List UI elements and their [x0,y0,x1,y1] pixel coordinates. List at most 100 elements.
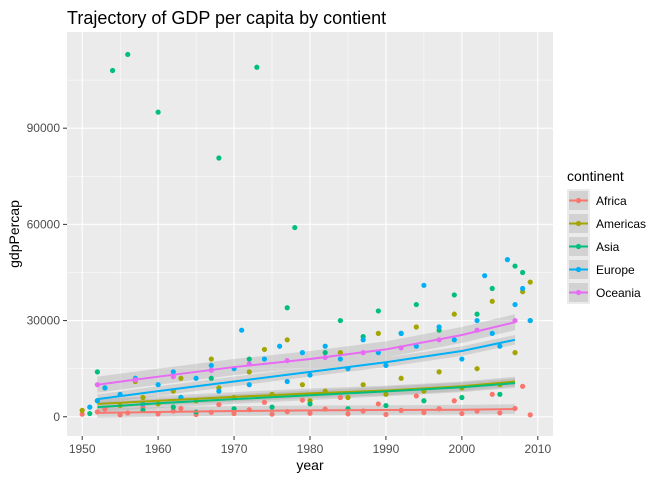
data-point [307,401,313,407]
data-point [451,337,457,343]
data-point [360,337,366,343]
data-point [322,350,328,356]
data-point [322,343,328,349]
data-point [284,337,290,343]
x-tick-label: 1960 [145,442,172,456]
smooth-lines [97,321,516,414]
data-point [474,311,480,317]
data-point [284,305,290,311]
x-tick-label: 1990 [373,442,400,456]
data-point [375,308,381,314]
x-tick-label: 1970 [221,442,248,456]
data-point [375,330,381,336]
data-point [208,362,214,369]
data-point [345,411,351,417]
data-point [482,273,488,279]
data-point [383,391,389,397]
data-point [94,369,100,375]
legend-key-point [575,243,582,250]
data-point [375,401,381,407]
data-point [208,356,214,362]
data-point [421,282,427,288]
data-point [254,64,260,70]
data-point [421,398,427,404]
data-point [102,406,108,412]
y-tick-label: 90000 [27,121,61,135]
y-axis-title: gdpPercap [6,200,22,268]
data-point [451,311,457,317]
data-point [261,356,268,362]
data-point [109,67,116,74]
data-point [527,317,533,324]
data-point [474,317,480,324]
legend-key-point [575,220,582,227]
data-point [178,405,184,412]
data-point [436,324,442,330]
data-point [512,350,518,356]
data-point [284,378,290,385]
data-point [520,285,526,292]
data-point [193,375,199,381]
data-point [413,343,419,349]
data-point [299,397,306,403]
data-point [261,399,268,405]
data-point [489,391,495,397]
data-point [451,398,457,404]
legend-label: Oceania [596,286,641,300]
y-tick-label: 60000 [27,217,61,231]
data-point [216,155,222,161]
data-point [421,409,427,416]
confidence-band [97,335,516,404]
legend-label: Europe [596,263,635,277]
x-tick-label: 2010 [524,442,551,456]
data-point [383,411,389,418]
data-point [102,385,108,391]
legend: Africa Americas Asia Europe Oceania [567,189,646,304]
data-point [497,391,503,397]
data-point [231,410,237,417]
x-tick-label: 1950 [69,442,96,456]
data-point [512,301,518,308]
smooth-line [97,408,516,414]
data-point [459,410,465,417]
data-point [520,269,526,276]
data-point [436,369,442,375]
data-point [413,301,419,308]
data-point [497,343,503,349]
data-point [292,224,298,231]
data-point [337,317,343,324]
data-point [459,356,465,362]
data-point [170,404,176,410]
confidence-band [97,314,516,393]
y-tick-label: 30000 [27,314,61,328]
data-point [383,362,389,369]
data-point [527,279,533,285]
legend-label: Asia [596,240,620,254]
data-point [307,372,313,378]
data-point [383,402,389,409]
x-axis-ticks: 1950 1960 1970 1980 1990 2000 2010 [69,436,551,456]
legend-key-point [575,289,582,296]
data-point [299,382,306,388]
data-point [216,401,222,408]
data-point [337,350,343,356]
data-point [345,394,351,401]
data-point [216,388,222,394]
grid-lines [67,32,553,436]
data-point [140,394,146,401]
data-point [474,366,480,372]
data-point [520,383,526,389]
data-point [489,330,495,336]
data-point [155,382,161,388]
data-point [239,327,245,333]
data-point [79,407,85,413]
data-point [398,375,404,381]
data-point [497,410,503,416]
data-point [337,394,343,401]
data-point [527,412,533,418]
legend-title: continent [567,168,624,184]
data-point [155,109,161,115]
smooth-line [97,382,516,409]
legend-label: Africa [596,194,627,208]
data-point [504,257,511,263]
